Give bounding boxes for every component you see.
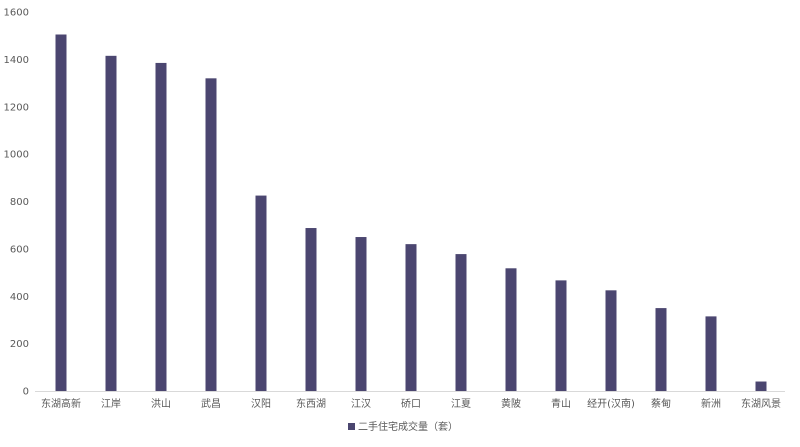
x-tick-label: 青山 [551, 397, 571, 410]
bar [455, 254, 467, 391]
y-tick-label: 1200 [4, 102, 29, 113]
legend: 二手住宅成交量（套） [348, 420, 458, 433]
bar [555, 280, 567, 391]
bar [755, 381, 767, 391]
bar [305, 228, 317, 391]
bars-group [55, 34, 767, 392]
x-tick-label: 东湖高新 [41, 397, 81, 410]
x-tick-label: 东湖风景 [741, 397, 781, 410]
bar [105, 55, 117, 392]
bar [205, 78, 217, 391]
y-tick-label: 600 [10, 244, 29, 255]
x-tick-label: 蔡甸 [651, 397, 671, 410]
legend-swatch [348, 423, 355, 430]
y-tick-label: 0 [23, 387, 29, 398]
y-tick-label: 1400 [4, 55, 29, 66]
x-tick-label: 新洲 [701, 397, 721, 410]
x-tick-label: 洪山 [151, 398, 171, 410]
x-tick-label: 经开(汉南) [587, 397, 635, 410]
bar [505, 268, 517, 391]
y-tick-label: 1600 [4, 8, 29, 19]
bar [655, 308, 667, 391]
y-tick-label: 400 [10, 292, 29, 303]
y-axis-ticks: 0 200 400 600 800 1000 1200 1400 1600 [4, 8, 29, 398]
x-axis-labels: 东湖高新 江岸 洪山 武昌 汉阳 东西湖 江汉 硚口 江夏 黄陂 青山 经开(汉南) 蔡甸 新洲 东湖风景 [41, 397, 781, 410]
x-tick-label: 江汉 [351, 398, 371, 410]
bar [55, 34, 67, 392]
x-tick-label: 江岸 [101, 398, 121, 410]
x-tick-label: 汉阳 [251, 398, 271, 410]
x-tick-label: 黄陂 [501, 397, 521, 410]
x-tick-label: 东西湖 [296, 397, 326, 410]
bar [405, 244, 417, 391]
bar [255, 195, 267, 391]
bar [705, 316, 717, 391]
y-tick-label: 800 [10, 197, 29, 208]
y-tick-label: 200 [10, 339, 29, 350]
bar [355, 237, 367, 391]
bar [155, 62, 167, 391]
x-tick-label: 武昌 [201, 397, 221, 410]
x-tick-label: 硚口 [401, 398, 421, 410]
x-tick-label: 江夏 [451, 398, 471, 410]
bar [605, 290, 617, 391]
y-tick-label: 1000 [4, 150, 29, 161]
legend-label: 二手住宅成交量（套） [358, 420, 458, 433]
